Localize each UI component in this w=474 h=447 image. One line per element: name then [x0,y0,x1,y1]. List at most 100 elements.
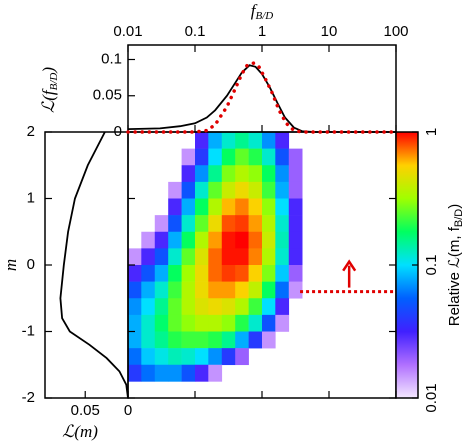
heatmap-cell [208,364,223,382]
x-tick-label: 1 [258,23,266,40]
heatmap-cell [208,265,223,282]
heatmap-cell [141,298,156,316]
heatmap-cell [262,331,276,349]
heatmap-cell [181,314,196,332]
heatmap-cell [288,265,303,282]
heatmap-cell [235,331,249,349]
heatmap-cell [248,314,263,332]
x-tick-label: 0.05 [71,402,100,419]
heatmap-cell [141,231,156,249]
heatmap-cell [154,364,169,382]
y-tick-label: 0 [114,123,122,140]
heatmap-cell [154,348,169,366]
y-tick-label: 2 [27,123,35,140]
heatmap-cell [208,231,223,249]
heatmap-cell [275,132,290,149]
heatmap-cell [195,281,209,299]
y-tick-label: 0.1 [101,50,122,67]
heatmap-cell [221,331,236,349]
heatmap-cell [181,248,196,266]
heatmap-cell [275,165,290,183]
y-axis-label-sub: B/D [48,73,60,91]
heatmap-cell [235,265,249,282]
heatmap [128,132,303,382]
heatmap-cell [288,281,303,299]
heatmap-cell [248,215,263,233]
heatmap-cell [168,348,182,366]
heatmap-cell [208,148,223,166]
heatmap-cell [195,248,209,266]
heatmap-cell [128,331,142,349]
heatmap-cell [181,265,196,282]
colorbar-tick-label: 1 [423,128,440,136]
heatmap-cell [154,265,169,282]
colorbar-label-after: ) [446,204,463,209]
heatmap-cell [275,198,290,216]
heatmap-cell [181,364,196,382]
heatmap-cell [262,298,276,316]
heatmap-cell [288,165,303,183]
heatmap-cell [195,165,209,183]
heatmap-cell [248,331,263,349]
heatmap-cell [262,215,276,233]
heatmap-cell [168,181,182,199]
heatmap-cell [208,181,223,199]
heatmap-cell [154,231,169,249]
x-axis-label: fB/D [251,1,274,22]
heatmap-cell [221,215,236,233]
heatmap-cell [248,181,263,199]
heatmap-cell [181,198,196,216]
heatmap-cell [195,231,209,249]
heatmap-cell [195,265,209,282]
heatmap-cell [195,148,209,166]
heatmap-cell [181,165,196,183]
heatmap-cell [221,348,236,366]
heatmap-cell [288,181,303,199]
heatmap-cell [275,281,290,299]
heatmap-cell [262,314,276,332]
heatmap-cell [208,132,223,149]
heatmap-cell [235,181,249,199]
heatmap-cell [208,198,223,216]
x-tick-label: 0.1 [185,23,206,40]
heatmap-cell [221,165,236,183]
heatmap-cell [154,314,169,332]
heatmap-cell [141,248,156,266]
heatmap-cell [248,248,263,266]
heatmap-cell [141,265,156,282]
heatmap-cell [262,148,276,166]
heatmap-cell [128,364,142,382]
y-axis-label-text: ℒ(f [39,88,58,113]
top-frame [127,44,397,133]
heatmap-cell [195,198,209,216]
heatmap-cell [221,148,236,166]
x-tick-label: 10 [321,23,338,40]
heatmap-cell [195,215,209,233]
x-axis-label-sub: B/D [256,10,274,22]
heatmap-cell [181,281,196,299]
heatmap-cell [235,298,249,316]
heatmap-cell [221,298,236,316]
heatmap-cell [168,248,182,266]
heatmap-cell [275,148,290,166]
heatmap-cell [262,265,276,282]
heatmap-cell [141,314,156,332]
heatmap-cell [168,364,182,382]
heatmap-cell [181,331,196,349]
colorbar-tick-label: 0.01 [423,383,440,412]
heatmap-cell [195,181,209,199]
heatmap-cell [235,231,249,249]
heatmap-cell [195,348,209,366]
left-frame [44,131,129,399]
heatmap-cell [195,331,209,349]
heatmap-cell [168,215,182,233]
heatmap-cell [262,248,276,266]
marginal-curve [126,61,398,134]
x-tick-label: 100 [383,23,408,40]
y-axis-label: ℒ(fB/D) [39,67,60,113]
heatmap-cell [262,181,276,199]
heatmap-cell [288,248,303,266]
heatmap-cell [235,281,249,299]
heatmap-cell [168,298,182,316]
